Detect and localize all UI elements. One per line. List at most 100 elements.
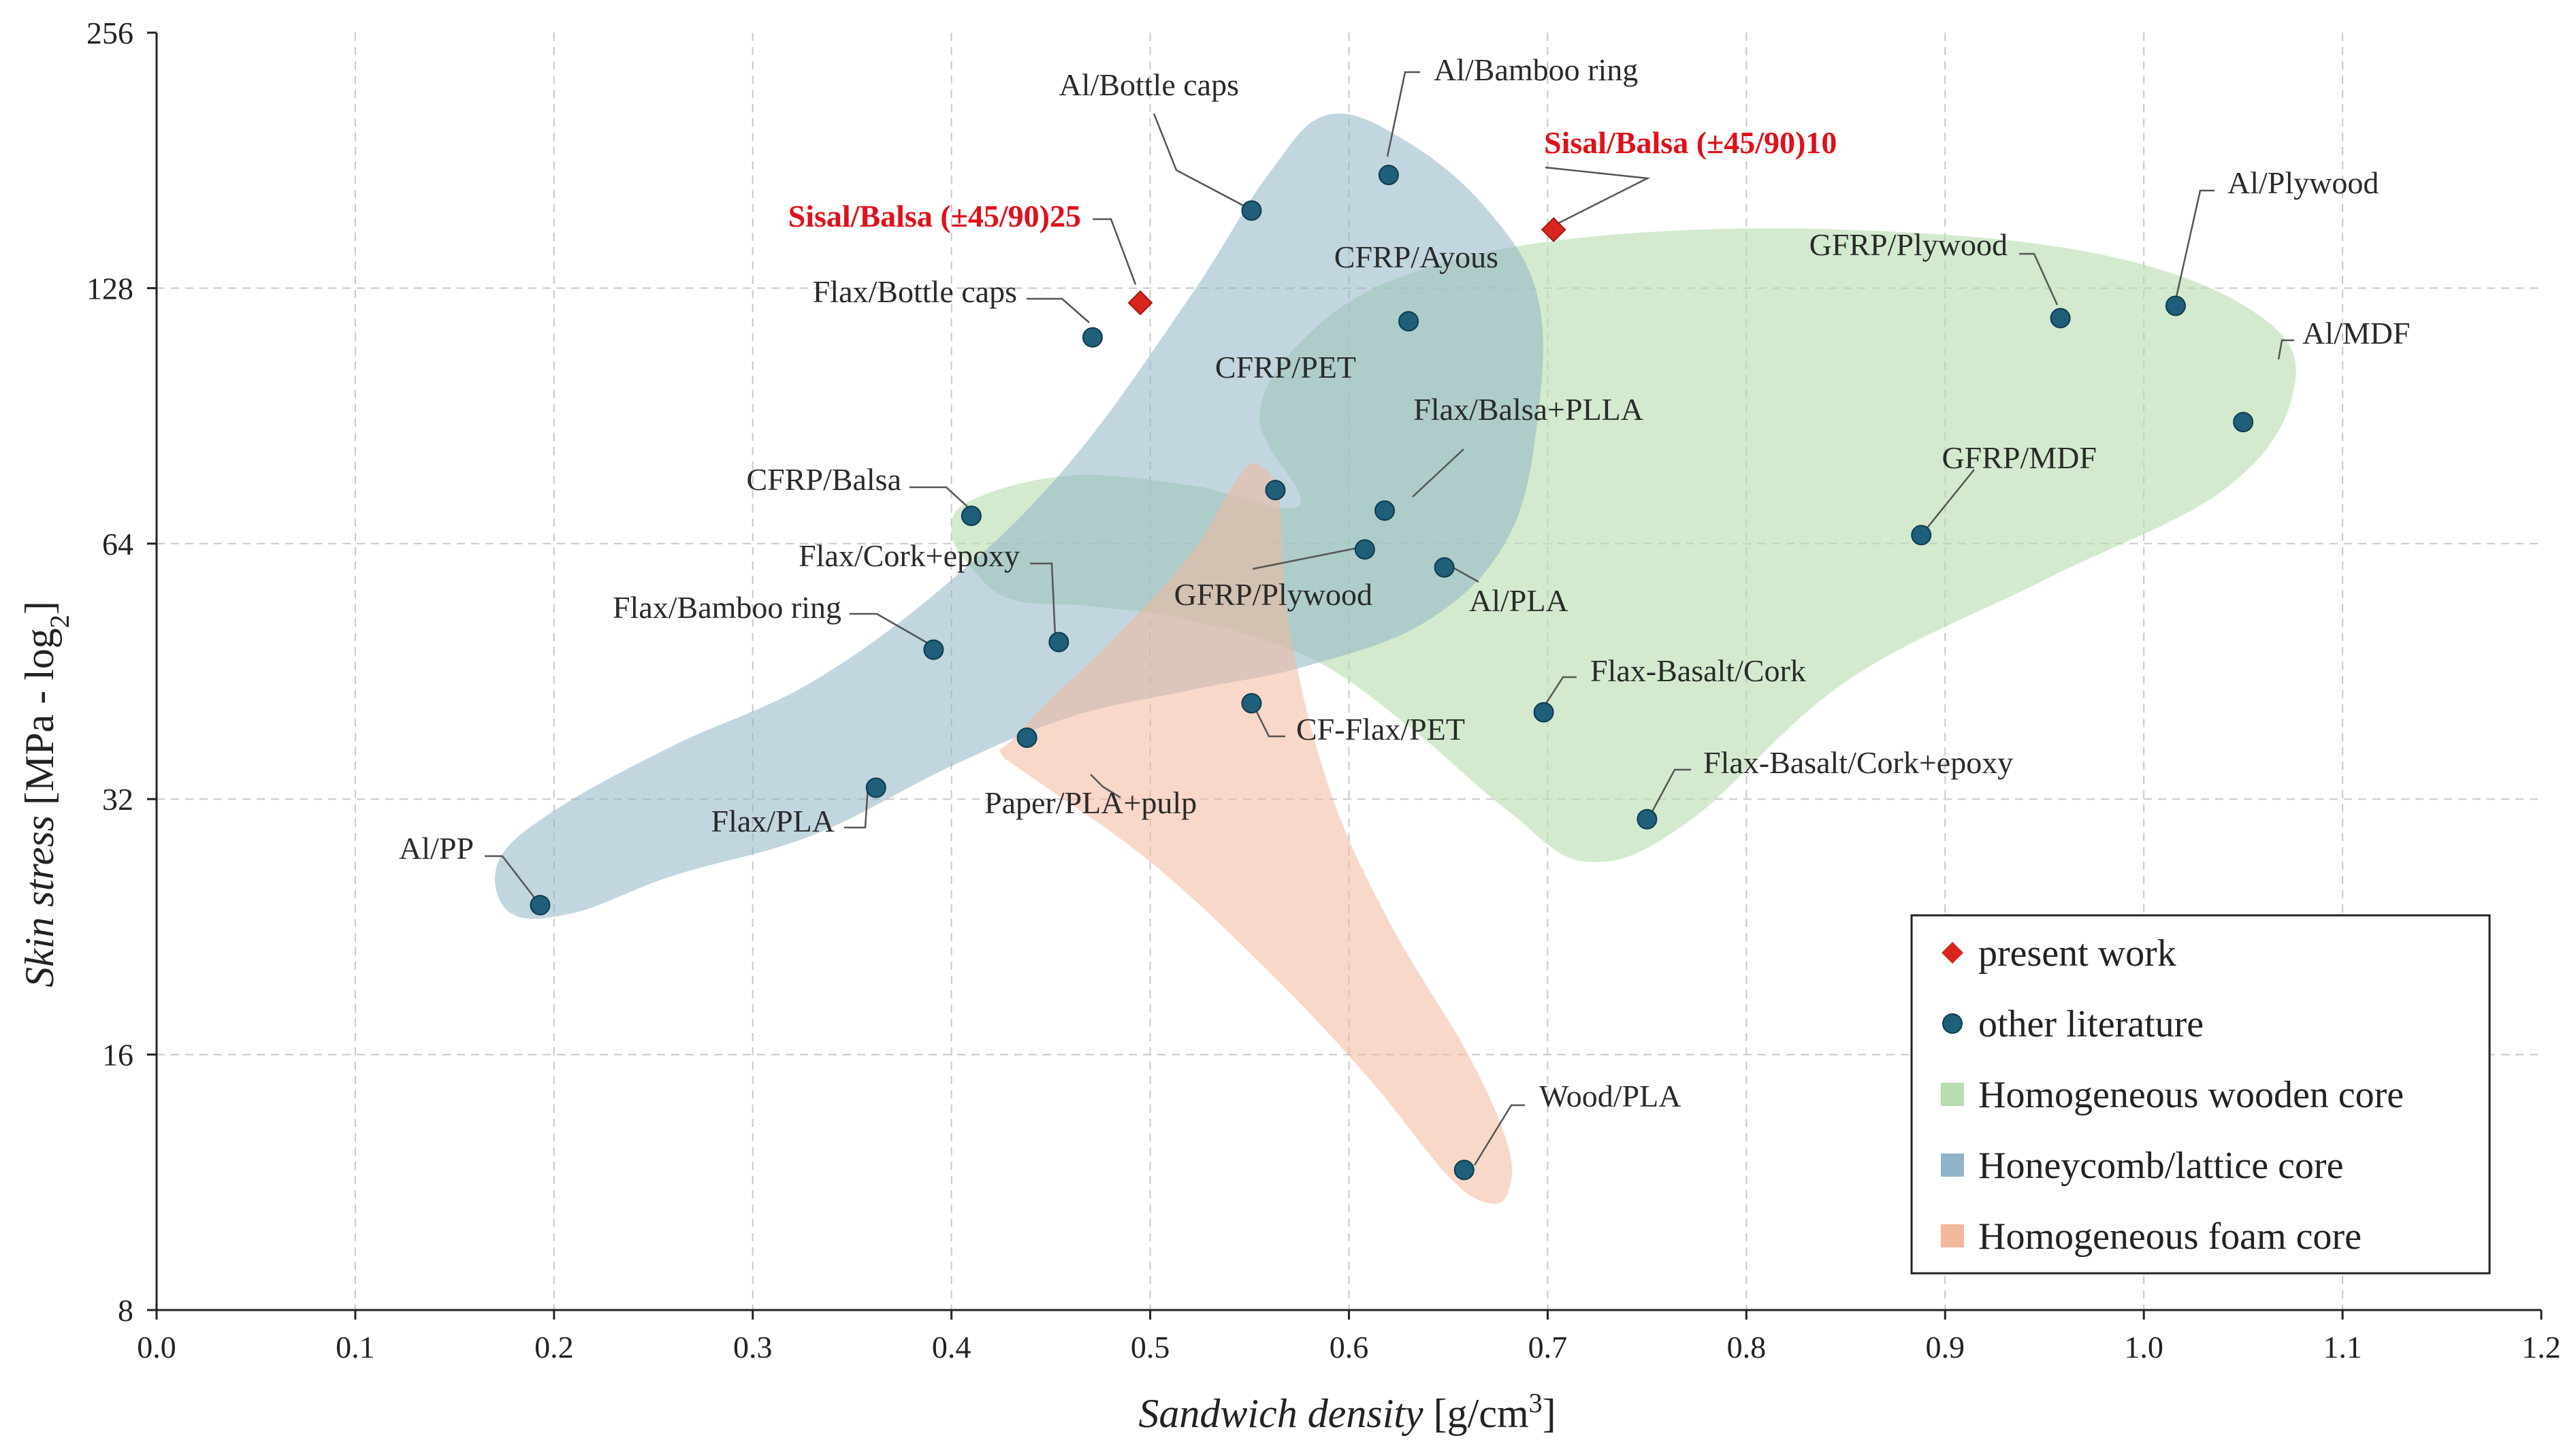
literature-marker: [1453, 1160, 1475, 1181]
leader-line: [2277, 339, 2294, 360]
leader-line: [1090, 774, 1121, 799]
point-label: Sisal/Balsa (±45/90)25: [788, 199, 1081, 233]
x-tick-label: 0.2: [534, 1330, 574, 1364]
x-tick-label: 0.9: [1926, 1330, 1965, 1364]
literature-marker: [1016, 727, 1037, 748]
point-label: Flax/Bamboo ring: [613, 590, 841, 625]
region-foam-core: [999, 463, 1513, 1205]
legend-present-work-marker: [1942, 942, 1963, 964]
axes: 0.0 0.1 0.2 0.3 0.4 0.5 0.6 0.7 0.8 0.9 1.0 1.1 1.2 8…: [86, 16, 2561, 1364]
legend-entry-label: other literature: [1978, 1003, 2204, 1045]
literature-marker: [1637, 808, 1658, 830]
leader-line: [1412, 448, 1464, 497]
legend-region-swatch: [1941, 1083, 1964, 1106]
legend-region-swatch: [1941, 1224, 1964, 1247]
core-type-regions: [495, 113, 2296, 1205]
point-label: Flax-Basalt/Cork+epoxy: [1703, 745, 2013, 780]
axis-title-unit: [MPa - log: [17, 628, 62, 805]
x-tick-label: 1.2: [2522, 1330, 2561, 1364]
leader-line: [1545, 166, 1651, 226]
axis-title-main: Sandwich density: [1138, 1391, 1433, 1436]
region-honeycomb-core: [495, 113, 1543, 919]
point-label: Al/Bamboo ring: [1434, 52, 1638, 87]
point-label: Al/Bottle caps: [1059, 67, 1239, 102]
x-tick-label: 0.5: [1131, 1330, 1170, 1364]
point-label: Flax/Cork+epoxy: [799, 538, 1020, 573]
legend-entry-label: present work: [1978, 932, 2176, 975]
axis-title-unit-end: ]: [17, 601, 62, 615]
point-label: Al/MDF: [2302, 316, 2410, 350]
point-label: Al/PLA: [1469, 583, 1568, 618]
leader-line: [1030, 562, 1057, 637]
literature-marker: [1398, 311, 1419, 332]
point-label: Flax/PLA: [711, 804, 835, 838]
leader-line: [1252, 547, 1355, 570]
leader-line: [1386, 71, 1420, 157]
y-tick-label: 128: [86, 271, 133, 306]
point-label: Al/Plywood: [2227, 165, 2379, 200]
literature-marker: [1434, 557, 1455, 578]
x-tick-label: 0.3: [733, 1330, 773, 1364]
legend: present work other literature Homogeneous …: [1910, 914, 2491, 1275]
axis-title-script: 2: [44, 615, 75, 628]
literature-marker: [1533, 702, 1554, 723]
x-tick-label: 0.8: [1727, 1330, 1767, 1364]
y-tick-label: 64: [102, 527, 133, 561]
literature-marker: [923, 639, 944, 660]
x-tick-label: 1.1: [2323, 1330, 2362, 1364]
axis-title-main: Skin stress: [17, 805, 62, 987]
literature-marker: [1241, 693, 1262, 714]
x-tick-label: 0.4: [932, 1330, 971, 1364]
legend-entry-label: Honeycomb/lattice core: [1978, 1145, 2343, 1187]
leader-line: [909, 486, 971, 510]
y-axis-title: Skin stress [MPa - log2]: [17, 601, 75, 987]
leader-line: [2175, 189, 2215, 297]
x-axis-title: Sandwich density [g/cm3]: [1138, 1388, 1556, 1437]
x-tick-label: 0.6: [1330, 1330, 1369, 1364]
literature-marker: [2050, 308, 2071, 329]
literature-marker: [1354, 539, 1375, 560]
literature-marker: [1265, 480, 1286, 501]
point-label: GFRP/MDF: [1942, 440, 2097, 475]
y-tick-label: 256: [86, 16, 133, 50]
literature-marker: [1378, 165, 1399, 186]
literature-marker: [1048, 632, 1069, 653]
leader-line: [850, 612, 932, 647]
literature-marker: [865, 777, 886, 798]
literature-marker: [1374, 500, 1396, 521]
literature-marker: [2233, 412, 2254, 433]
point-label: GFRP/Plywood: [1809, 227, 2008, 262]
literature-marker: [1241, 200, 1262, 221]
leader-line: [1153, 113, 1249, 210]
literature-marker: [2165, 295, 2186, 316]
data-points: [530, 165, 2254, 1181]
point-label: Sisal/Balsa (±45/90)10: [1544, 125, 1837, 160]
present-work-marker: [1127, 290, 1153, 316]
point-label: CFRP/PET: [1215, 350, 1356, 385]
x-tick-label: 1.0: [2124, 1330, 2163, 1364]
point-label: CFRP/Ayous: [1334, 240, 1498, 274]
x-tick-label: 0.7: [1528, 1330, 1568, 1364]
legend-literature-marker: [1942, 1013, 1963, 1034]
axis-title-unit-end: ]: [1543, 1391, 1556, 1436]
leader-line: [485, 855, 540, 904]
axis-title-script: 3: [1529, 1388, 1543, 1418]
leader-line: [1093, 218, 1137, 285]
literature-marker: [530, 895, 551, 916]
point-label: Al/PP: [399, 831, 474, 866]
leader-line: [844, 785, 869, 829]
label-leader-lines: [485, 71, 2294, 1166]
present-work-marker: [1541, 217, 1566, 242]
legend-entry-label: Homogeneous foam core: [1978, 1215, 2362, 1258]
leader-line: [1250, 700, 1285, 738]
x-tick-label: 0.1: [336, 1330, 375, 1364]
leader-line: [1649, 768, 1691, 816]
point-label: Paper/PLA+pulp: [984, 785, 1197, 820]
literature-marker: [961, 506, 982, 527]
point-label: Wood/PLA: [1539, 1079, 1681, 1113]
legend-box: [1910, 914, 2491, 1275]
point-labels: Sisal/Balsa (±45/90)25 Sisal/Balsa (±45/9…: [399, 52, 2410, 1113]
point-label: Flax/Balsa+PLLA: [1413, 392, 1643, 427]
leader-line: [1925, 469, 1975, 530]
